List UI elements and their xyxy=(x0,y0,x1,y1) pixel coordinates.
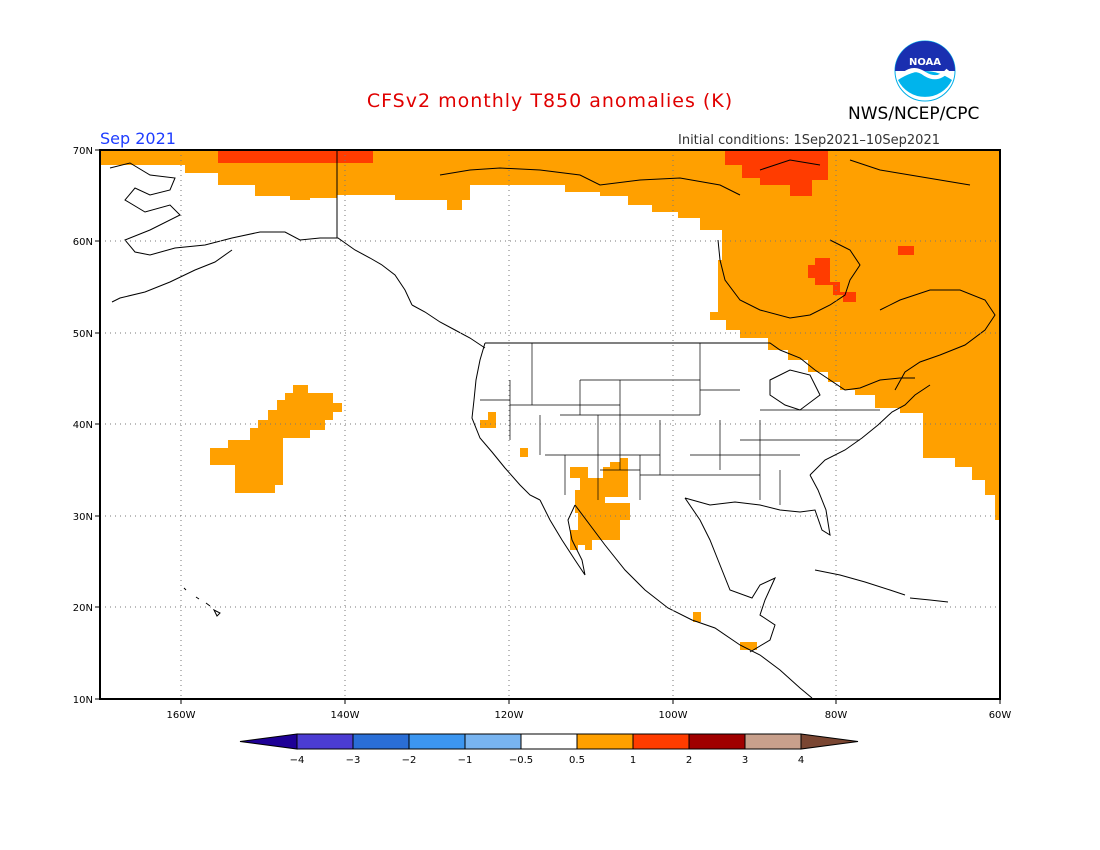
legend-label: 1 xyxy=(630,755,636,766)
legend-label: −3 xyxy=(346,755,361,766)
anomaly-region-red-labrador xyxy=(898,246,914,255)
anomaly-region-southwest xyxy=(570,458,630,550)
mexico-pacific-coast xyxy=(574,504,813,699)
labrador-coast xyxy=(879,289,996,391)
great-lakes xyxy=(769,369,821,411)
legend-label: 3 xyxy=(742,755,748,766)
gulf-coast xyxy=(684,497,777,653)
anomaly-region-red-arctic xyxy=(218,150,373,163)
lon-label: 60W xyxy=(989,710,1012,721)
anomaly-region-california xyxy=(480,412,496,428)
legend-swatch xyxy=(688,733,746,750)
map-title: CFSv2 monthly T850 anomalies (K) xyxy=(366,90,734,112)
cuba xyxy=(814,569,906,596)
us-gulf-coast xyxy=(684,474,831,537)
legend-swatch xyxy=(632,733,690,750)
anomaly-region-red-hudson-north xyxy=(725,150,828,196)
arctic-islands xyxy=(439,159,971,196)
agency-label: NWS/NCEP/CPC xyxy=(848,104,980,124)
forecast-month: Sep 2021 xyxy=(100,129,176,148)
legend-label: −2 xyxy=(402,755,417,766)
legend-swatch xyxy=(520,733,578,750)
graticule xyxy=(100,150,1000,699)
lon-label: 100W xyxy=(659,710,688,721)
anomaly-region-arctic-central xyxy=(337,150,720,230)
color-legend: −4 −3 −2 −1 −0.5 0.5 1 2 3 4 xyxy=(239,733,859,766)
legend-arrow-high xyxy=(800,733,859,750)
legend-swatch xyxy=(744,733,802,750)
hudson-bay xyxy=(717,239,861,319)
lon-label: 120W xyxy=(495,710,524,721)
lat-label: 30N xyxy=(73,512,93,523)
legend-label: −4 xyxy=(290,755,305,766)
bc-coastline xyxy=(411,304,486,349)
legend-swatch xyxy=(576,733,634,750)
legend-swatch xyxy=(464,733,522,750)
coastlines xyxy=(109,150,996,699)
legend-swatch xyxy=(296,733,354,750)
anomaly-region-central-america xyxy=(740,642,757,650)
hispaniola xyxy=(909,597,949,603)
noaa-logo-icon: NOAA xyxy=(894,40,956,102)
alaska-peninsula xyxy=(111,249,233,303)
lat-label: 50N xyxy=(73,329,93,340)
legend-swatch xyxy=(408,733,466,750)
us-west-coast xyxy=(471,342,541,501)
legend-arrow-low xyxy=(239,733,298,750)
lat-label: 70N xyxy=(73,146,93,157)
us-canada-border xyxy=(485,342,915,391)
axis-ticks xyxy=(95,149,1001,704)
lon-label: 80W xyxy=(825,710,848,721)
legend-label: 0.5 xyxy=(569,755,585,766)
anomaly-region-canada-east xyxy=(710,150,1000,520)
svg-text:NOAA: NOAA xyxy=(909,57,941,68)
initial-conditions: Initial conditions: 1Sep2021–10Sep2021 xyxy=(678,133,940,148)
legend-label: 4 xyxy=(798,755,804,766)
anomaly-shading xyxy=(100,150,1000,650)
us-east-coast xyxy=(809,384,931,476)
alaska-coastline xyxy=(109,162,413,306)
state-borders xyxy=(480,343,880,505)
legend-label: −1 xyxy=(458,755,473,766)
lon-label: 140W xyxy=(331,710,360,721)
baja-coast xyxy=(539,499,586,576)
lon-labels: 160W 140W 120W 100W 80W 60W xyxy=(167,710,1012,721)
legend-swatch xyxy=(352,733,410,750)
legend-label: −0.5 xyxy=(509,755,533,766)
lat-label: 60N xyxy=(73,237,93,248)
anomaly-region-nevada xyxy=(520,448,528,457)
anomaly-region-red-hudson-south xyxy=(808,258,856,302)
anomaly-region-pacific xyxy=(210,385,342,493)
lat-label: 10N xyxy=(73,695,93,706)
hawaii xyxy=(183,587,221,617)
lat-label: 20N xyxy=(73,603,93,614)
lon-label: 160W xyxy=(167,710,196,721)
lat-label: 40N xyxy=(73,420,93,431)
anomaly-region-mexico-south xyxy=(693,612,701,622)
lat-labels: 70N 60N 50N 40N 30N 20N 10N xyxy=(73,146,93,706)
legend-label: 2 xyxy=(686,755,692,766)
